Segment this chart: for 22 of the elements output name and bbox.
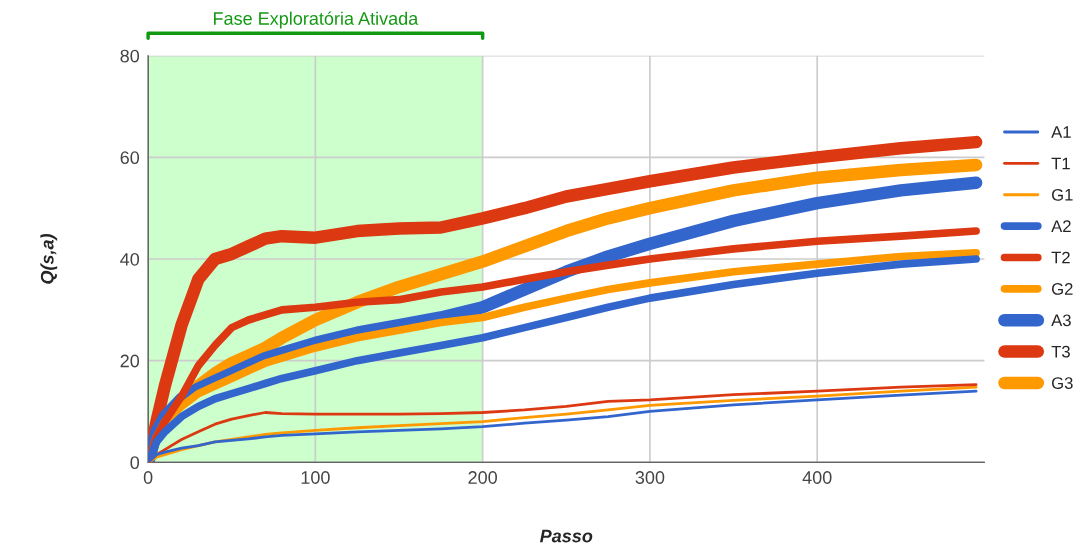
legend-label: T3 — [1051, 345, 1070, 358]
legend-label: G2 — [1051, 283, 1073, 295]
legend-label: G3 — [1051, 377, 1073, 389]
y-tick-label: 60 — [120, 151, 140, 165]
y-tick-label: 40 — [120, 252, 140, 266]
legend-label: A2 — [1051, 220, 1071, 232]
legend-label: A3 — [1051, 314, 1071, 327]
x-axis-title: Passo — [540, 529, 593, 543]
legend-label: T1 — [1051, 157, 1070, 170]
y-axis-title: Q(s,a) — [40, 233, 58, 284]
legend-label: G1 — [1051, 188, 1073, 201]
legend-label: T2 — [1051, 251, 1070, 264]
legend-label: A1 — [1051, 126, 1071, 138]
y-tick-label: 20 — [120, 354, 140, 368]
y-tick-label: 80 — [120, 49, 140, 63]
x-tick-label: 0 — [143, 471, 153, 484]
band-label: Fase Exploratória Ativada — [213, 11, 419, 29]
y-tick-label: 0 — [130, 456, 140, 470]
x-tick-label: 400 — [802, 471, 832, 484]
x-tick-label: 300 — [635, 471, 665, 484]
x-tick-label: 100 — [301, 471, 330, 484]
x-tick-label: 200 — [468, 471, 497, 484]
